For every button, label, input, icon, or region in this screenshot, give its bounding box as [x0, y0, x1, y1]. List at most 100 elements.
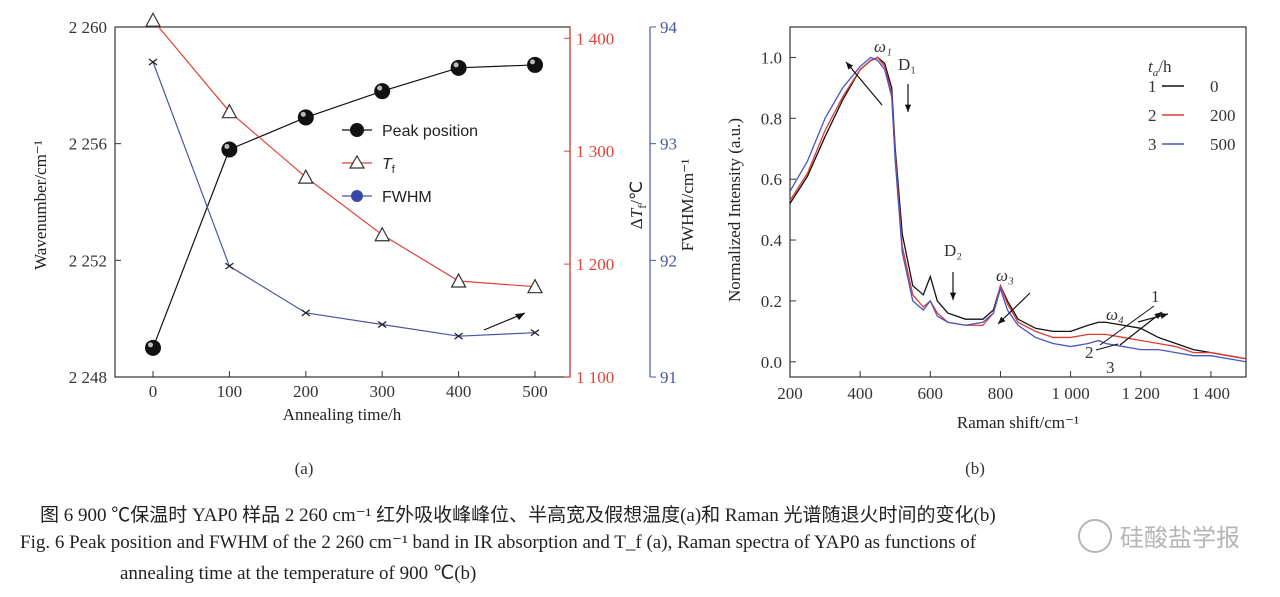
omega1-arrow [845, 61, 883, 106]
fwhm-point [377, 320, 387, 329]
legend-index-2: 2 [1148, 106, 1157, 125]
omega1-arrow-head [846, 62, 854, 70]
peak-position-highlight [300, 111, 306, 117]
x-tick-label: 100 [217, 382, 243, 401]
fwhm-y-tick-label: 92 [660, 251, 677, 270]
legend-value-1: 0 [1210, 77, 1219, 96]
series-line-ball [152, 64, 536, 349]
legend-peak-label: Peak position [382, 123, 478, 140]
peak-position-point [145, 339, 161, 356]
panel-b-frame [789, 26, 1247, 378]
x-tick-label: 200 [293, 382, 319, 401]
left-axis-label: Wavenumber/cm⁻¹ [31, 140, 50, 270]
raman-curve-500 [789, 56, 1247, 363]
tf-y-tick-label: 1 200 [576, 255, 614, 274]
tf-y-tick-label: 1 300 [576, 142, 614, 161]
legend-index-3: 3 [1148, 135, 1157, 154]
tf-point [450, 272, 467, 288]
omega4-arrow-head [1160, 312, 1168, 319]
fwhm-axis-label: FWHM/cm⁻¹ [678, 159, 697, 251]
b-y-tick-label: 0.6 [761, 170, 782, 189]
b-x-tick-label: 800 [988, 384, 1014, 403]
tf-point [526, 278, 544, 294]
legend-value-3: 500 [1210, 135, 1236, 154]
fwhm-point [148, 58, 158, 66]
b-y-tick-label: 0.0 [761, 353, 782, 372]
fwhm-y-tick-label: 91 [660, 368, 677, 387]
d1-label: D₁ [898, 55, 916, 74]
series-line-triangle [152, 19, 536, 288]
b-y-tick-label: 0.2 [761, 292, 782, 311]
peak-position-highlight [377, 85, 383, 91]
tf-axis-label: ΔTf/℃ [627, 181, 649, 229]
omega4-label: ω₄ [1106, 305, 1124, 324]
x-tick-label: 400 [446, 382, 472, 401]
fwhm-point [225, 262, 234, 270]
legend-peak-marker [350, 123, 364, 137]
raman-curve-200 [789, 56, 1247, 360]
b-x-tick-label: 600 [918, 384, 944, 403]
curve-shift-arrow-head [1154, 312, 1162, 320]
watermark-logo-icon [1078, 518, 1112, 553]
tf-point [144, 11, 162, 27]
left-y-tick-label: 2 252 [69, 251, 107, 270]
curve3-label: 3 [1106, 358, 1115, 377]
b-x-tick-label: 1 400 [1192, 384, 1230, 403]
omega3-arrow-head [998, 316, 1006, 324]
peak-position-point [450, 59, 467, 76]
peak-position-point [374, 83, 391, 100]
b-x-axis-label: Raman shift/cm⁻¹ [957, 413, 1079, 432]
fwhm-point [301, 309, 311, 317]
panel-b-legend: ta/h1 0 2 200 3 500 [1148, 57, 1236, 154]
left-y-tick-label: 2 248 [69, 368, 107, 387]
panel-a-chart: 0 100 200 300 400 500 2 248 2 252 2 256 2 260 1 10… [31, 11, 697, 424]
raman-curve-0 [789, 56, 1247, 360]
tf-point [297, 168, 314, 184]
left-y-tick-label: 2 260 [69, 18, 107, 37]
peak-position-highlight [224, 144, 230, 149]
peak-position-highlight [453, 62, 459, 68]
peak-position-point [297, 109, 314, 126]
fwhm-y-tick-label: 93 [660, 135, 677, 154]
panel-b-ticks: 200 400 600 800 1 000 1 200 1 400 0.0 0.2 0.4 0.6 0… [761, 48, 1230, 403]
legend-value-2: 200 [1210, 106, 1236, 125]
d2-arrow-head [949, 292, 957, 300]
legend-fwhm-marker [351, 190, 363, 202]
curve1-label: 1 [1151, 287, 1160, 306]
watermark-text: 硅酸盐学报 [1120, 524, 1240, 552]
b-y-tick-label: 0.8 [761, 109, 782, 128]
fwhm-y-tick-label: 94 [660, 18, 678, 37]
caption-en-line1: Fig. 6 Peak position and FWHM of the 2 2… [20, 532, 977, 553]
curve1-leader [1099, 305, 1155, 346]
tf-point [374, 226, 391, 242]
panel-b-caption: (b) [965, 459, 985, 478]
x-tick-label: 300 [369, 382, 395, 401]
omega1-label: ω₁ [874, 37, 892, 56]
fwhm-point [530, 329, 540, 337]
d2-label: D₂ [944, 241, 962, 260]
curve2-leader [1095, 343, 1119, 351]
b-y-tick-label: 0.4 [761, 231, 783, 250]
omega3-label: ω₃ [996, 266, 1014, 285]
tf-y-tick-label: 1 100 [576, 368, 614, 387]
peak-position-point [221, 141, 238, 158]
panel-a-ticks: 0 100 200 300 400 500 2 248 2 252 2 256 2 260 1 10… [69, 18, 678, 401]
caption-en-line2: annealing time at the temperature of 900… [120, 563, 477, 584]
panel-a-series [144, 11, 544, 356]
legend-title: ta/h [1148, 57, 1172, 79]
tf-point [221, 103, 238, 119]
b-x-tick-label: 200 [777, 384, 803, 403]
curve-shift-arrow [1119, 311, 1163, 346]
legend-tf-label: Tf [382, 156, 396, 176]
x-tick-label: 500 [522, 382, 548, 401]
omega3-arrow [997, 292, 1031, 325]
left-y-tick-label: 2 256 [69, 135, 107, 154]
b-x-tick-label: 1 000 [1051, 384, 1089, 403]
panel-b-chart: 200 400 600 800 1 000 1 200 1 400 0.0 0.2 0.4 0.6 0… [725, 26, 1247, 432]
legend-index-1: 1 [1148, 77, 1157, 96]
x-tick-label: 0 [149, 382, 158, 401]
legend-fwhm-label: FWHM [382, 189, 432, 206]
panel-b-series [789, 56, 1247, 363]
watermark: 硅酸盐学报 [1078, 518, 1240, 553]
